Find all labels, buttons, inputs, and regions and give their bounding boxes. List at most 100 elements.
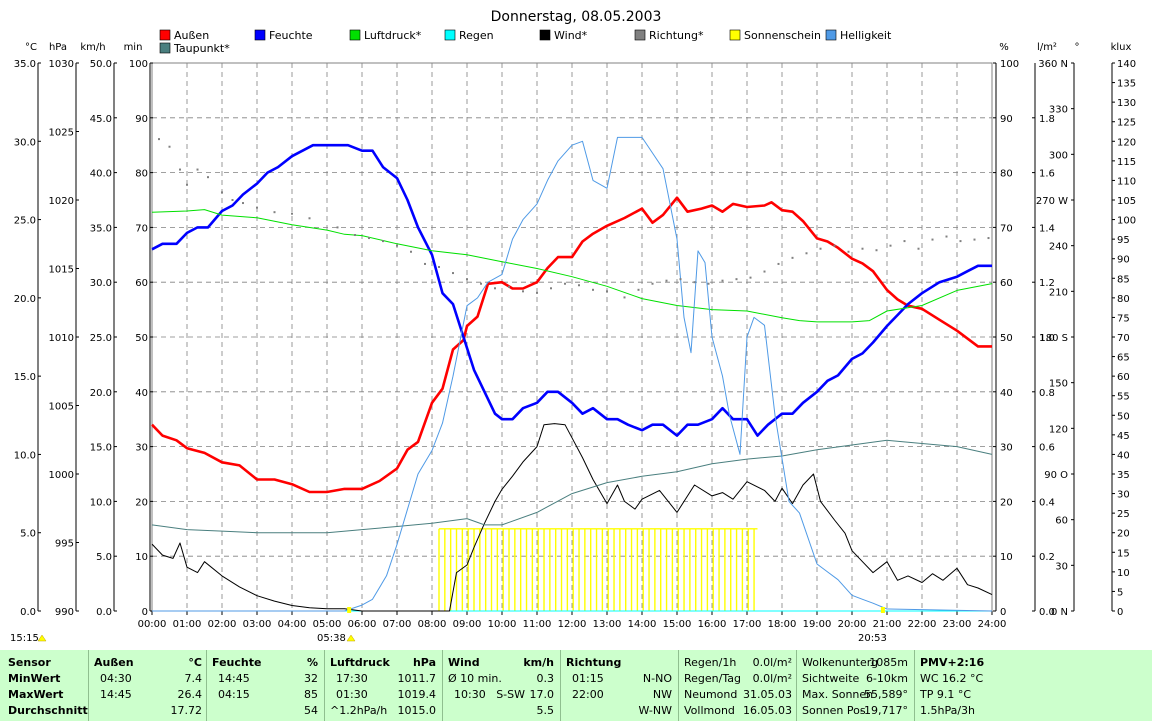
- tick-label-light: 10: [1117, 568, 1130, 579]
- aussen-unit: °C: [188, 656, 202, 669]
- sonne-block: Wolkenunterg 1085m Sichtweite 6-10km Max. …: [802, 655, 908, 719]
- tick-label-light: 55: [1117, 392, 1130, 403]
- tick-label-light: 15: [1117, 548, 1130, 559]
- direction-point: [396, 244, 398, 247]
- direction-point: [917, 247, 920, 250]
- tick-label-humidity: 60: [1000, 278, 1013, 289]
- aussen-block: Außen °C 04:30 7.4 14:45 26.4 17.72: [94, 655, 202, 719]
- tick-label-x: 04:00: [278, 619, 307, 630]
- tick-label-x: 22:00: [908, 619, 937, 630]
- legend-swatch: [159, 42, 171, 54]
- tick-label-x: 05:00: [313, 619, 342, 630]
- max-sonnen-label: Max. Sonnen: [802, 688, 874, 701]
- tick-label-sun: 10: [135, 552, 148, 563]
- tick-label-sun: 80: [135, 169, 148, 180]
- luftdruck-min-value: 1011.7: [397, 672, 437, 685]
- tick-label-light: 5: [1117, 587, 1123, 598]
- legend-swatch: [539, 29, 551, 41]
- tick-label-light: 105: [1117, 196, 1136, 207]
- tick-label-direction: 330: [1049, 105, 1068, 116]
- tick-label-light: 70: [1117, 333, 1130, 344]
- tick-label-x: 17:00: [733, 619, 762, 630]
- direction-point: [889, 244, 892, 247]
- tick-label-x: 12:00: [558, 619, 587, 630]
- feuchte-max-value: 85: [304, 688, 318, 701]
- tick-label-direction: 30: [1055, 561, 1068, 572]
- sonnen-pos-value: -19,717°: [860, 704, 908, 717]
- direction-point: [819, 247, 822, 250]
- feuchte-title: Feuchte: [212, 656, 262, 669]
- tick-label-rain: 1.2: [1039, 278, 1055, 289]
- divider: [324, 650, 325, 721]
- tick-label-x: 21:00: [873, 619, 902, 630]
- direction-point: [186, 183, 188, 186]
- direction-point: [466, 278, 468, 281]
- divider: [560, 650, 561, 721]
- direction-point: [945, 235, 948, 238]
- legend-swatch: [825, 29, 837, 41]
- tick-label-x: 00:00: [138, 619, 167, 630]
- pressure-trend-value: 1.5hPa/3h: [920, 704, 976, 717]
- direction-point: [273, 211, 276, 214]
- tick-label-wind: 5.0: [96, 552, 112, 563]
- tick-label-direction: 90 O: [1044, 470, 1068, 481]
- direction-point: [763, 270, 766, 273]
- durchschnitt-label: Durchschnitt: [8, 704, 88, 717]
- tick-label-x: 06:00: [348, 619, 377, 630]
- neumond-label: Neumond: [684, 688, 738, 701]
- marker-left: 15:15: [10, 633, 39, 644]
- direction-point: [564, 282, 566, 285]
- tick-label-light: 135: [1117, 79, 1136, 90]
- aussen-max-time: 14:45: [100, 688, 132, 701]
- tick-label-x: 15:00: [663, 619, 692, 630]
- axis-unit-wind: km/h: [80, 42, 105, 53]
- direction-point: [592, 288, 594, 291]
- chart-title: Donnerstag, 08.05.2003: [491, 9, 662, 25]
- tick-label-light: 80: [1117, 294, 1130, 305]
- wind-avg10-label: Ø 10 min.: [448, 672, 502, 685]
- wind-title: Wind: [448, 656, 480, 669]
- series-line-feuchte: [151, 143, 992, 437]
- direction-point: [550, 287, 552, 290]
- series-line-taupunkt: [151, 439, 993, 534]
- direction-point: [196, 168, 199, 171]
- sunrise-icon: [346, 634, 356, 642]
- tick-label-light: 130: [1117, 98, 1136, 109]
- tick-label-direction: 120: [1049, 424, 1068, 435]
- tick-label-direction: 240: [1049, 242, 1068, 253]
- vollmond-value: 16.05.03: [743, 704, 792, 717]
- tick-label-sun: 50: [135, 333, 148, 344]
- maxwert-label: MaxWert: [8, 688, 64, 701]
- legend-label: Taupunkt*: [173, 42, 230, 55]
- tick-label-x: 24:00: [978, 619, 1007, 630]
- windchill-value: WC 16.2 °C: [920, 672, 984, 685]
- richtung-min-time: 01:15: [572, 672, 604, 685]
- tick-label-rain: 0.0: [1039, 607, 1055, 618]
- direction-point: [438, 265, 440, 268]
- luftdruck-max-time: 01:30: [336, 688, 368, 701]
- direction-point: [875, 249, 878, 252]
- marker-sunset: 20:53: [858, 633, 887, 644]
- taupunkt-value: TP 9.1 °C: [920, 688, 972, 701]
- direction-point: [833, 244, 836, 247]
- direction-point: [578, 284, 580, 287]
- weather-chart: Donnerstag, 08.05.2003 Außen Feuchte Luftdr…: [10, 9, 1136, 644]
- direction-point: [424, 262, 426, 265]
- direction-point: [805, 252, 808, 255]
- direction-point: [847, 250, 850, 253]
- axis-unit-direction: °: [1075, 42, 1080, 53]
- direction-point: [679, 278, 682, 281]
- tick-label-light: 140: [1117, 59, 1136, 70]
- direction-point: [410, 250, 412, 253]
- luftdruck-max-value: 1019.4: [397, 688, 437, 701]
- aussen-avg-value: 17.72: [170, 704, 203, 717]
- tick-label-x: 20:00: [838, 619, 867, 630]
- direction-point: [707, 282, 710, 285]
- tick-label-light: 100: [1117, 216, 1136, 227]
- tick-label-light: 20: [1117, 529, 1130, 540]
- tick-label-light: 30: [1117, 490, 1130, 501]
- tick-label-wind: 40.0: [90, 169, 112, 180]
- feuchte-min-value: 32: [304, 672, 318, 685]
- tick-label-light: 125: [1117, 118, 1136, 129]
- tick-label-x: 11:00: [523, 619, 552, 630]
